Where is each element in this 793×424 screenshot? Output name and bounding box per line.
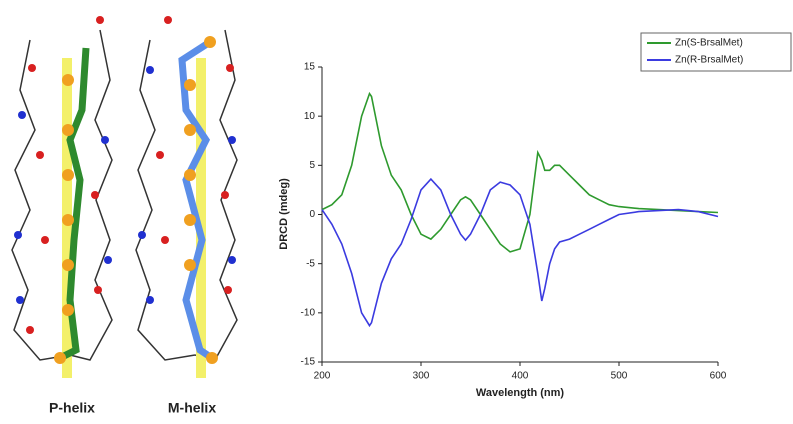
y-tick-label: 5 — [309, 160, 315, 171]
figure: P-helix M-helix Wavelength (nm) DRCD (md… — [0, 0, 793, 424]
m-helix-structure — [136, 16, 237, 378]
helix-label: M-helix — [168, 400, 216, 416]
y-tick-label: -15 — [301, 357, 316, 368]
x-tick-label: 500 — [611, 371, 628, 382]
series-line — [322, 179, 718, 326]
helix-label: P-helix — [49, 400, 95, 416]
y-tick-label: 10 — [304, 111, 316, 122]
x-tick-label: 400 — [512, 371, 529, 382]
x-tick-label: 300 — [413, 371, 430, 382]
x-axis-title: Wavelength (nm) — [476, 387, 565, 399]
p-helix-structure — [12, 16, 112, 378]
series-line — [322, 94, 718, 252]
legend-label: Zn(S-BrsalMet) — [675, 38, 743, 49]
y-tick-label: 0 — [309, 209, 315, 220]
y-tick-label: 15 — [304, 62, 316, 73]
y-tick-label: -10 — [301, 307, 316, 318]
x-tick-label: 600 — [710, 371, 727, 382]
y-tick-label: -5 — [306, 258, 315, 269]
legend-label: Zn(R-BrsalMet) — [675, 55, 743, 66]
x-tick-label: 200 — [314, 371, 331, 382]
y-axis-title: DRCD (mdeg) — [278, 178, 290, 250]
